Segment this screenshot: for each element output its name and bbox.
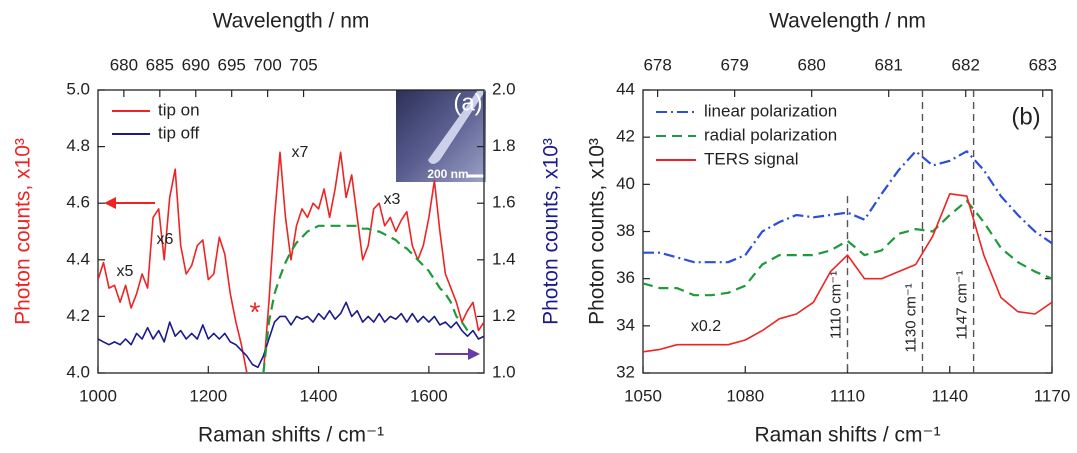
y-tick-label: 40 — [616, 174, 635, 193]
panel-label: (b) — [1011, 103, 1040, 130]
series-line — [98, 301, 484, 369]
annotation: x5 — [117, 263, 134, 280]
x2-tick-label: 695 — [218, 55, 246, 74]
x2-tick-label: 678 — [643, 55, 671, 74]
y2-tick-label: 2.0 — [492, 79, 516, 98]
y-axis-label: Photon counts, x10³ — [12, 138, 35, 325]
plot-area — [643, 150, 1052, 353]
x-tick-label: 1080 — [726, 386, 764, 405]
x-tick-label: 1600 — [410, 386, 448, 405]
x2-tick-label: 700 — [253, 55, 281, 74]
plot-frame — [97, 89, 485, 374]
y-tick-label: 5.0 — [66, 79, 90, 98]
series-line — [643, 193, 1052, 353]
series-line — [262, 224, 469, 373]
x2-tick-label: 681 — [875, 55, 903, 74]
x-tick-label: 1400 — [300, 386, 338, 405]
reference-label: 1110 cm⁻¹ — [827, 271, 844, 339]
y2-tick-label: 1.2 — [492, 306, 516, 325]
y2-tick-label: 1.6 — [492, 193, 516, 212]
y2-tick-label: 1.4 — [492, 249, 516, 268]
y-tick-label: 42 — [616, 127, 635, 146]
y2-tick-label: 1.8 — [492, 136, 516, 155]
x2-tick-label: 685 — [146, 55, 174, 74]
y-tick-label: 4.4 — [66, 249, 90, 268]
y-axis-label: Photon counts, x10³ — [586, 138, 609, 325]
legend-label: linear polarization — [704, 101, 837, 120]
y2-axis-label: Photon counts, x10³ — [540, 138, 563, 325]
series-line — [98, 151, 484, 373]
x-tick-label: 1110 — [830, 386, 865, 405]
x-tick-label: 1170 — [1034, 386, 1071, 405]
legend-label: TERS signal — [704, 149, 798, 168]
legend-label: tip on — [158, 100, 200, 119]
x2-tick-label: 705 — [289, 55, 317, 74]
x-tick-label: 1050 — [624, 386, 662, 405]
reference-label: 1130 cm⁻¹ — [902, 283, 919, 352]
annotation: x3 — [384, 191, 401, 208]
x-tick-label: 1000 — [79, 386, 117, 405]
x2-tick-label: 683 — [1029, 55, 1057, 74]
x2-axis-label: Wavelength / nm — [769, 10, 926, 33]
series-line — [643, 150, 1052, 264]
x2-tick-label: 680 — [797, 55, 825, 74]
axis-arrow — [435, 348, 480, 360]
axis-arrow — [104, 197, 155, 209]
y-tick-label: 32 — [616, 362, 635, 381]
annotation: 200 nm — [427, 167, 468, 181]
x2-tick-label: 680 — [110, 55, 138, 74]
series-line — [643, 199, 1052, 297]
y-tick-label: 4.2 — [66, 306, 90, 325]
inset-image — [396, 90, 486, 182]
annotation: x0.2 — [691, 318, 721, 335]
x2-tick-label: 679 — [720, 55, 748, 74]
x2-axis-label: Wavelength / nm — [213, 10, 370, 33]
x-tick-label: 1140 — [931, 386, 968, 405]
annotation: x6 — [157, 231, 174, 248]
reference-label: 1147 cm⁻¹ — [954, 270, 971, 339]
y-tick-label: 36 — [616, 268, 635, 287]
y2-tick-label: 1.0 — [492, 362, 516, 381]
y-tick-label: 34 — [616, 315, 635, 334]
x-axis-label: Raman shifts / cm⁻¹ — [754, 424, 940, 447]
x2-tick-label: 682 — [952, 55, 980, 74]
x-tick-label: 1200 — [189, 386, 227, 405]
x2-tick-label: 690 — [182, 55, 210, 74]
y-tick-label: 4.0 — [66, 362, 90, 381]
annotation: x7 — [292, 144, 309, 161]
annotation: * — [250, 296, 261, 327]
legend-label: radial polarization — [704, 125, 837, 144]
y-tick-label: 38 — [616, 221, 635, 240]
y-tick-label: 4.6 — [66, 193, 90, 212]
y-tick-label: 4.8 — [66, 136, 90, 155]
y-tick-label: 44 — [616, 79, 635, 98]
legend-label: tip off — [158, 123, 200, 142]
plot-area — [98, 151, 484, 373]
panel-label: (a) — [453, 89, 482, 116]
x-axis-label: Raman shifts / cm⁻¹ — [198, 424, 384, 447]
